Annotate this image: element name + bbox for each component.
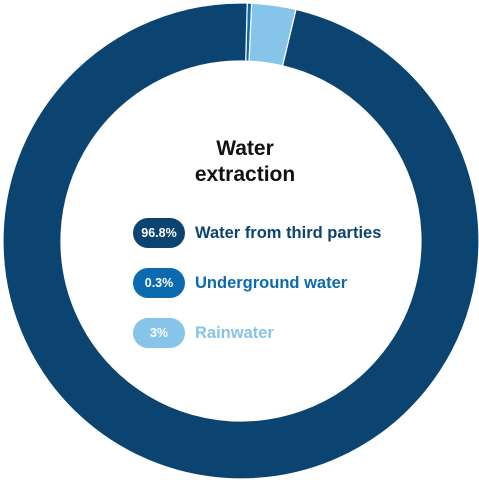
legend-label-rainwater: Rainwater bbox=[195, 323, 274, 342]
legend-item-third-parties: 96.8% Water from third parties bbox=[133, 218, 381, 248]
legend-label-underground: Underground water bbox=[195, 273, 348, 292]
legend-badge-rainwater: 3% bbox=[133, 318, 185, 348]
legend-item-underground: 0.3% Underground water bbox=[133, 268, 347, 298]
legend-badge-underground: 0.3% bbox=[133, 268, 185, 298]
chart-title-line-1: Water bbox=[216, 137, 274, 160]
legend-badge-third-parties: 96.8% bbox=[133, 218, 185, 248]
legend-label-third-parties: Water from third parties bbox=[195, 223, 382, 242]
legend-item-rainwater: 3% Rainwater bbox=[133, 318, 274, 348]
chart-title-line-2: extraction bbox=[194, 163, 296, 186]
